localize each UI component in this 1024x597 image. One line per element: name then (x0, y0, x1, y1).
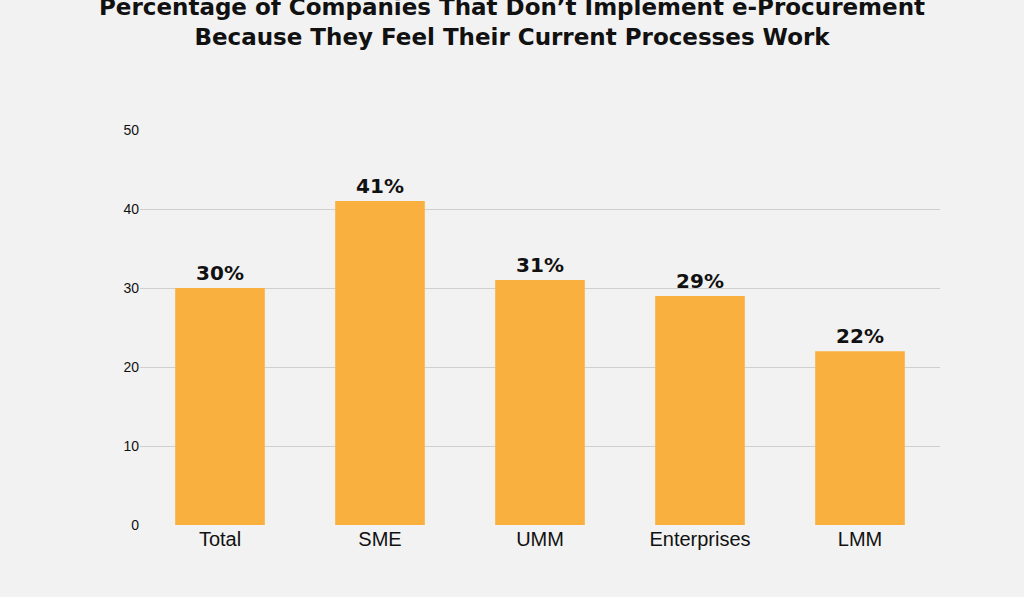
svg-text:22%: 22% (836, 324, 884, 348)
svg-text:29%: 29% (676, 269, 724, 293)
svg-text:40: 40 (123, 201, 139, 217)
svg-text:30: 30 (123, 280, 139, 296)
svg-text:31%: 31% (516, 253, 564, 277)
svg-text:30%: 30% (196, 261, 244, 285)
svg-text:Percentage of Companies That D: Percentage of Companies That Don’t Imple… (99, 0, 925, 50)
svg-text:SME: SME (358, 528, 401, 550)
svg-text:LMM: LMM (838, 528, 882, 550)
svg-text:0: 0 (131, 517, 139, 533)
svg-text:10: 10 (123, 438, 139, 454)
svg-text:Total: Total (199, 528, 241, 550)
svg-text:UMM: UMM (516, 528, 564, 550)
svg-text:41%: 41% (356, 174, 404, 198)
svg-text:50: 50 (123, 122, 139, 138)
svg-text:20: 20 (123, 359, 139, 375)
svg-text:Enterprises: Enterprises (649, 528, 750, 550)
